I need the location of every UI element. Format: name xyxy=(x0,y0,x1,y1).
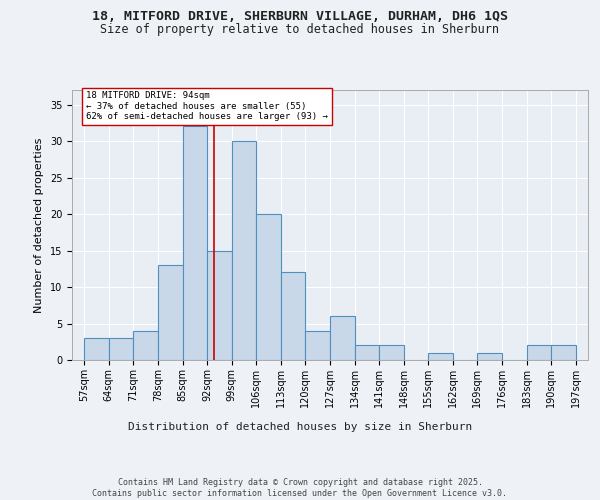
Text: Size of property relative to detached houses in Sherburn: Size of property relative to detached ho… xyxy=(101,22,499,36)
Text: 18, MITFORD DRIVE, SHERBURN VILLAGE, DURHAM, DH6 1QS: 18, MITFORD DRIVE, SHERBURN VILLAGE, DUR… xyxy=(92,10,508,23)
Y-axis label: Number of detached properties: Number of detached properties xyxy=(34,138,44,312)
Bar xyxy=(256,214,281,360)
Bar xyxy=(355,346,379,360)
Bar xyxy=(305,331,330,360)
Bar xyxy=(478,352,502,360)
Bar xyxy=(158,265,182,360)
Bar xyxy=(207,250,232,360)
Bar xyxy=(551,346,576,360)
Bar xyxy=(428,352,453,360)
Bar xyxy=(379,346,404,360)
Text: Distribution of detached houses by size in Sherburn: Distribution of detached houses by size … xyxy=(128,422,472,432)
Bar xyxy=(133,331,158,360)
Bar xyxy=(232,141,256,360)
Bar xyxy=(527,346,551,360)
Bar xyxy=(84,338,109,360)
Bar xyxy=(182,126,207,360)
Text: Contains HM Land Registry data © Crown copyright and database right 2025.
Contai: Contains HM Land Registry data © Crown c… xyxy=(92,478,508,498)
Text: 18 MITFORD DRIVE: 94sqm
← 37% of detached houses are smaller (55)
62% of semi-de: 18 MITFORD DRIVE: 94sqm ← 37% of detache… xyxy=(86,92,328,121)
Bar xyxy=(330,316,355,360)
Bar xyxy=(281,272,305,360)
Bar xyxy=(109,338,133,360)
